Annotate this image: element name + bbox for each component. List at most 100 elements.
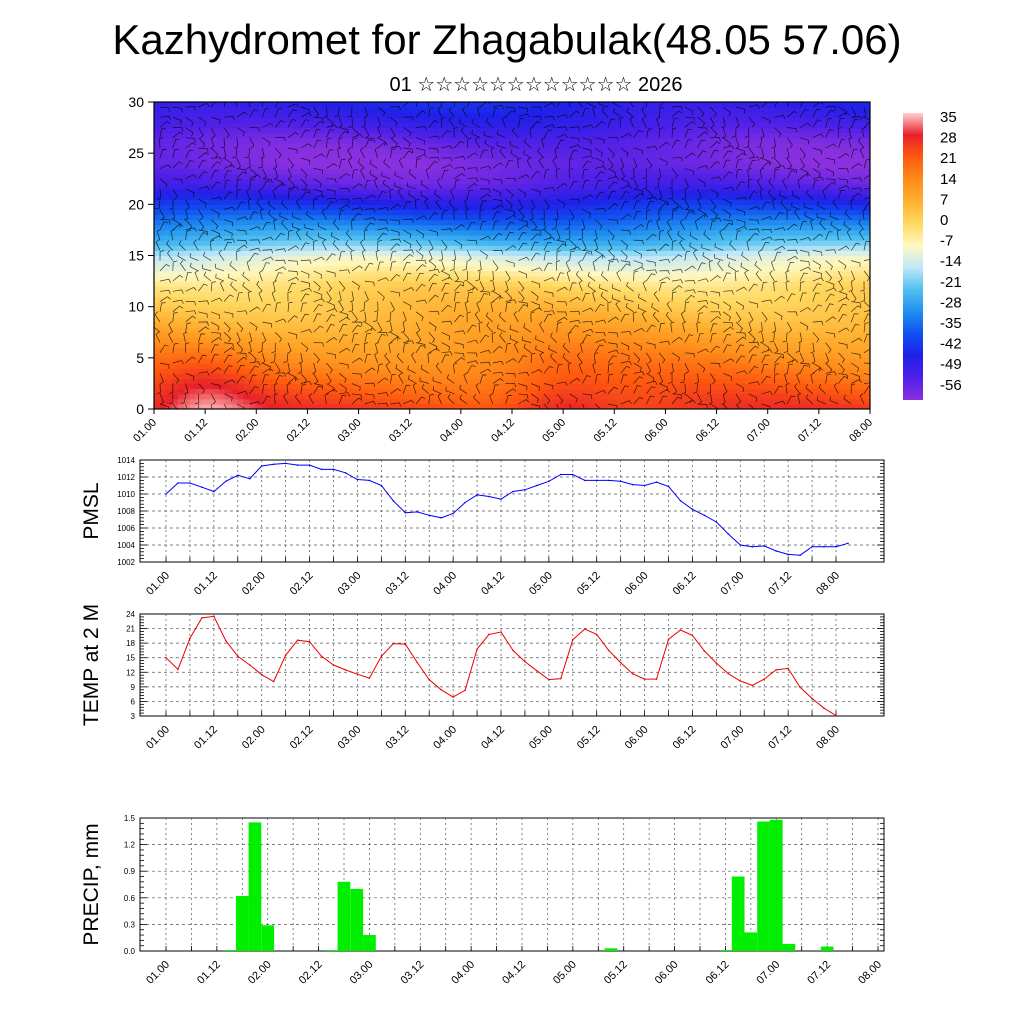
temperature-cell (696, 362, 704, 369)
temperature-cell (619, 322, 626, 328)
temperature-cell (750, 352, 758, 359)
temperature-cell (637, 378, 644, 385)
temperature-cell (344, 301, 352, 308)
temperature-cell (201, 245, 209, 251)
temperature-cell (529, 240, 537, 246)
temperature-cell (297, 347, 304, 354)
temperature-cell (207, 306, 215, 313)
temperature-cell (631, 255, 638, 262)
temperature-cell (828, 352, 835, 359)
temperature-cell (637, 281, 644, 287)
temperature-cell (476, 342, 483, 349)
temperature-cell (774, 357, 782, 364)
temperature-cell (738, 373, 746, 379)
temperature-cell (864, 337, 870, 344)
temperature-cell (273, 403, 280, 409)
temperature-cell (720, 235, 728, 241)
temperature-cell (649, 224, 656, 231)
temperature-cell (386, 322, 394, 328)
temperature-cell (380, 368, 388, 374)
temperature-cell (762, 378, 770, 385)
temperature-cell (398, 209, 406, 216)
temperature-cell (708, 301, 716, 308)
temperature-cell (744, 378, 752, 385)
temperature-cell (804, 316, 811, 323)
temperature-cell (577, 204, 585, 211)
temperature-cell (852, 403, 859, 409)
temperature-cell (726, 214, 734, 221)
temperature-cell (398, 311, 406, 318)
temperature-cell (631, 347, 638, 354)
temperature-cell (488, 352, 495, 359)
temperature-cell (392, 275, 400, 282)
temperature-cell (864, 270, 870, 277)
temperature-cell (309, 342, 316, 349)
temperature-cell (559, 398, 567, 405)
temperature-cell (541, 347, 549, 354)
temperature-cell (249, 235, 257, 241)
temperature-cell (362, 393, 370, 400)
temperature-cell (368, 362, 376, 369)
temperature-cell (732, 306, 740, 313)
temperature-cell (183, 398, 191, 405)
temperature-cell (201, 291, 209, 298)
temperature-cell (434, 347, 441, 354)
temperature-cell (452, 235, 459, 241)
temperature-cell (446, 342, 453, 349)
temperature-cell (267, 229, 274, 236)
temperature-cell (464, 352, 471, 359)
temperature-cell (267, 240, 274, 246)
temperature-cell (696, 342, 704, 349)
temperature-cell (523, 332, 531, 338)
temperature-cell (798, 332, 805, 338)
temperature-cell (565, 281, 573, 287)
temperature-cell (494, 255, 501, 262)
temperature-cell (171, 383, 179, 390)
temperature-cell (726, 327, 734, 333)
temperature-cell (547, 316, 555, 323)
temperature-cell (171, 322, 179, 328)
temperature-cell (398, 219, 406, 226)
temperature-cell (398, 357, 406, 364)
temperature-cell (201, 357, 209, 364)
temperature-cell (714, 270, 722, 277)
temperature-cell (315, 275, 322, 282)
temperature-cell (810, 235, 817, 241)
temperature-cell (225, 219, 233, 226)
temperature-cell (661, 383, 668, 390)
temperature-cell (792, 260, 799, 267)
temperature-cell (828, 373, 835, 379)
temperature-cell (464, 373, 471, 379)
temperature-cell (637, 357, 644, 364)
temperature-cell (488, 219, 495, 226)
temperature-cell (464, 383, 471, 390)
temperature-cell (720, 301, 728, 308)
temperature-cell (494, 403, 501, 409)
temperature-cell (422, 357, 430, 364)
temperature-cell (452, 260, 459, 267)
temperature-cell (529, 357, 537, 364)
temperature-cell (470, 255, 477, 262)
temperature-cell (750, 265, 758, 272)
temperature-cell (338, 209, 346, 216)
temperature-cell (356, 337, 364, 344)
temperature-cell (673, 265, 680, 272)
temperature-cell (792, 362, 799, 369)
temperature-cell (673, 398, 680, 405)
temperature-cell (702, 301, 710, 308)
temperature-cell (386, 352, 394, 359)
temperature-cell (219, 383, 227, 390)
temperature-cell (291, 229, 298, 236)
temperature-cell (512, 219, 519, 226)
temperature-cell (506, 337, 513, 344)
temperature-cell (219, 362, 227, 369)
temperature-cell (625, 398, 632, 405)
temperature-cell (798, 316, 805, 323)
temperature-cell (738, 357, 746, 364)
temperature-cell (858, 275, 865, 282)
temperature-cell (846, 352, 853, 359)
temperature-cell (744, 229, 752, 236)
temperature-cell (446, 368, 453, 374)
temperature-cell (577, 245, 585, 251)
temperature-cell (285, 214, 292, 221)
